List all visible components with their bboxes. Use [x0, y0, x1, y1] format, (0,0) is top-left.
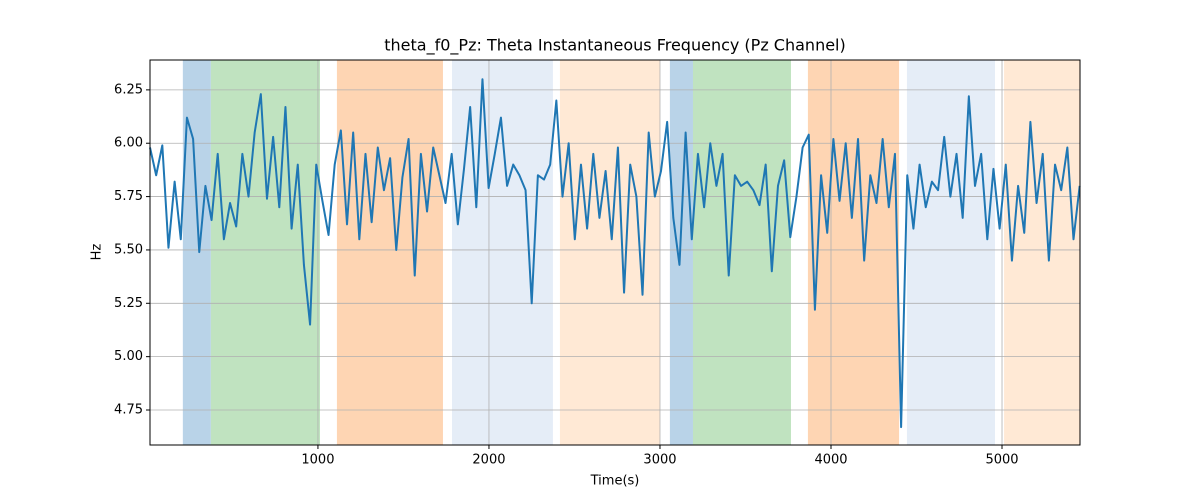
shaded-span: [210, 60, 320, 445]
y-tick-label: 5.00: [114, 349, 143, 364]
x-tick-label: 4000: [814, 453, 847, 468]
shaded-span: [807, 60, 900, 445]
x-tick-label: 1000: [301, 453, 334, 468]
shaded-span: [1004, 60, 1080, 445]
chart-title: theta_f0_Pz: Theta Instantaneous Frequen…: [384, 36, 845, 56]
y-tick-label: 5.75: [114, 189, 143, 204]
y-tick-label: 4.75: [114, 403, 143, 418]
y-axis-label: Hz: [90, 244, 105, 261]
y-tick-label: 5.50: [114, 242, 143, 257]
y-tick-label: 6.25: [114, 82, 143, 97]
x-tick-label: 5000: [985, 453, 1018, 468]
data-line: [149, 78, 1081, 429]
plot-frame: [149, 59, 1081, 446]
x-tick-label: 2000: [472, 453, 505, 468]
shaded-span: [669, 60, 693, 445]
x-axis-label: Time(s): [590, 474, 640, 489]
x-tick-label: 3000: [643, 453, 676, 468]
shaded-span: [452, 60, 553, 445]
shaded-span: [336, 60, 443, 445]
y-tick-label: 5.25: [114, 296, 143, 311]
shaded-span: [692, 60, 791, 445]
y-tick-label: 6.00: [114, 136, 143, 151]
shaded-span: [906, 60, 996, 445]
